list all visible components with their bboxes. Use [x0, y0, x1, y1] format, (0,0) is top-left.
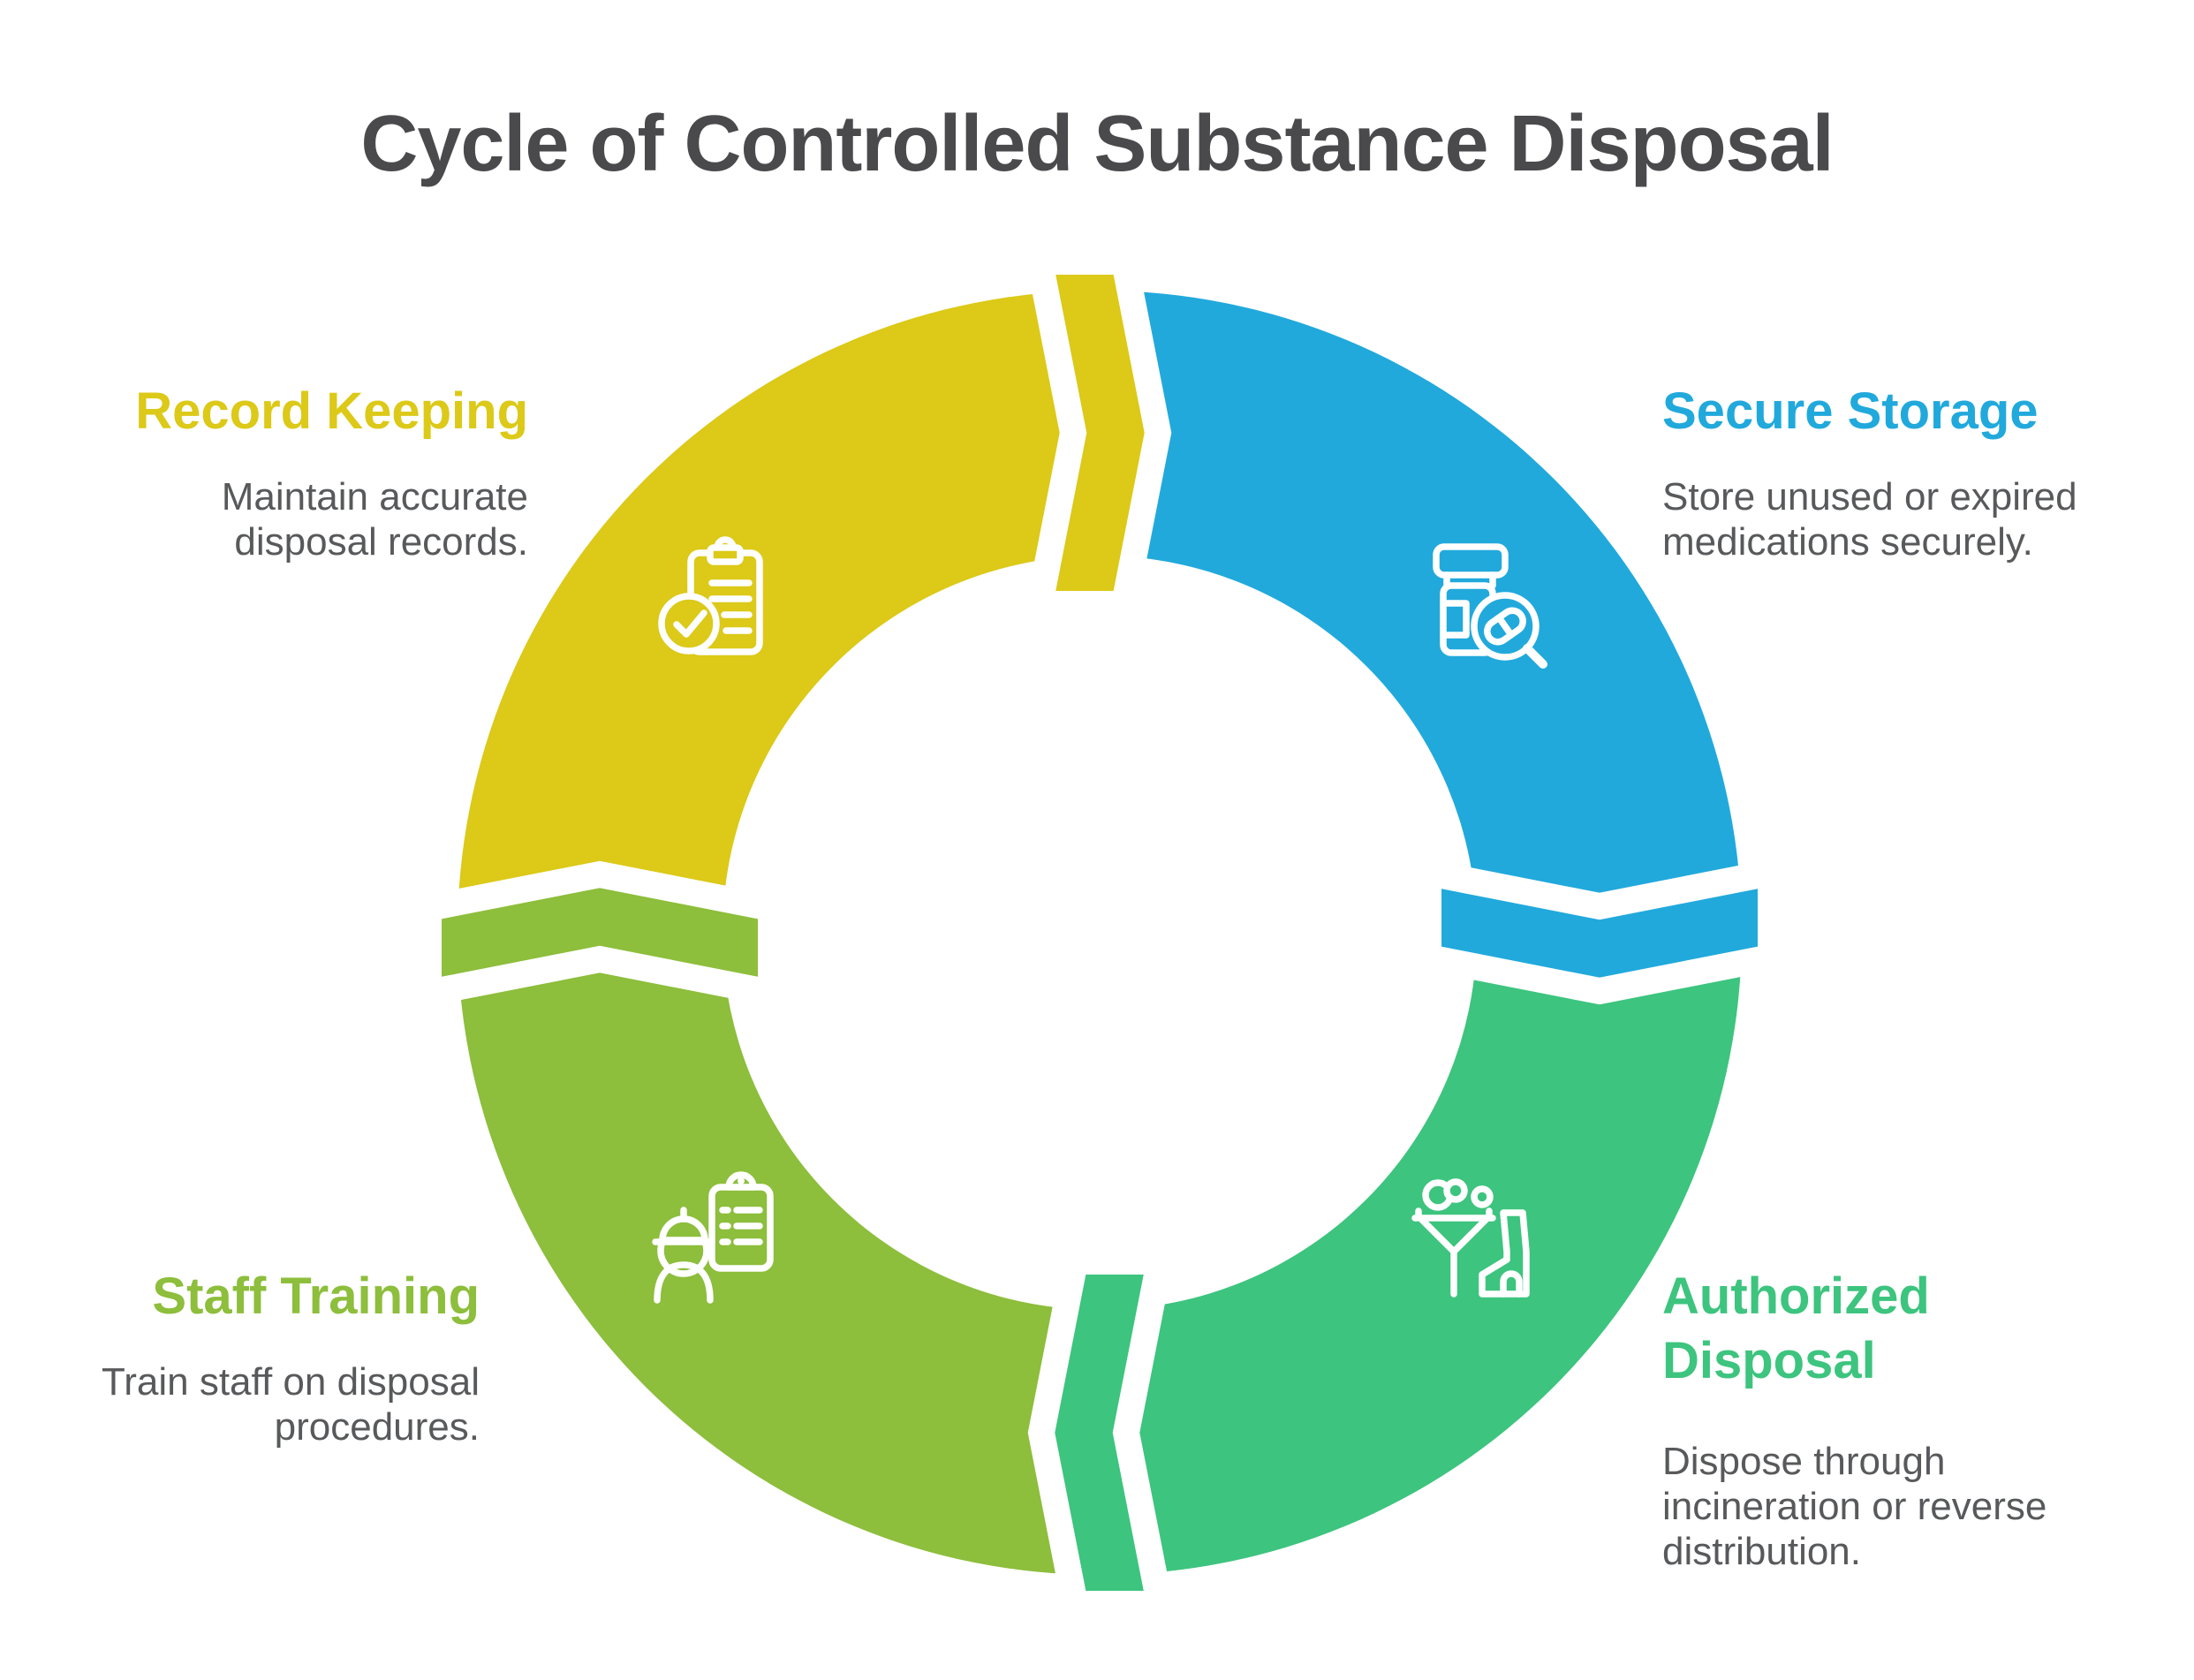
worker-checklist-icon: [652, 1171, 774, 1304]
step-label-secure-storage: Secure Storage: [1662, 382, 2039, 440]
step-block-staff-training: Staff Training Train staff on disposal p…: [102, 1265, 480, 1449]
step-description-staff-training: Train staff on disposal procedures.: [102, 1359, 480, 1449]
step-label-record-keeping: Record Keeping: [135, 382, 528, 440]
step-label-staff-training: Staff Training: [152, 1268, 480, 1325]
step-description-line: disposal records.: [234, 519, 528, 564]
step-block-authorized-disposal: Authorized Disposal Dispose through inci…: [1662, 1265, 2046, 1574]
step-description-line: Store unused or expired: [1662, 474, 2077, 518]
chevron-arrow-staff-training: [415, 860, 784, 1010]
step-description-authorized-disposal: Dispose through incineration or reverse …: [1662, 1439, 2046, 1574]
step-description-secure-storage: Store unused or expired medications secu…: [1662, 474, 2077, 564]
segment-authorized-disposal: [1100, 933, 1742, 1575]
chevron-arrow-authorized-disposal: [1027, 1248, 1176, 1617]
step-description-line: Train staff on disposal: [101, 1359, 480, 1404]
step-description-line: incineration or reverse: [1662, 1485, 2047, 1529]
step-block-secure-storage: Secure Storage Store unused or expired m…: [1662, 380, 2077, 564]
page-title: Cycle of Controlled Substance Disposal: [360, 100, 1834, 188]
step-description-line: distribution.: [1662, 1530, 1862, 1574]
step-block-record-keeping: Record Keeping Maintain accurate disposa…: [135, 380, 528, 564]
incinerator-funnel-icon: [1411, 1178, 1530, 1298]
clipboard-check-icon: [658, 536, 763, 655]
step-description-line: procedures.: [274, 1404, 480, 1449]
pill-bottle-magnifier-icon: [1433, 543, 1547, 669]
step-description-line: Maintain accurate: [221, 474, 528, 518]
chevron-arrow-secure-storage: [1415, 856, 1784, 1005]
step-description-line: medications securely.: [1662, 519, 2033, 564]
step-label-authorized-disposal: Authorized Disposal: [1662, 1268, 1930, 1389]
segment-staff-training: [458, 933, 1100, 1575]
segment-secure-storage: [1100, 291, 1742, 933]
chevron-arrow-record-keeping: [1023, 248, 1172, 617]
step-description-line: Dispose through: [1662, 1440, 1946, 1483]
segment-record-keeping: [458, 291, 1100, 933]
step-description-record-keeping: Maintain accurate disposal records.: [135, 474, 528, 564]
